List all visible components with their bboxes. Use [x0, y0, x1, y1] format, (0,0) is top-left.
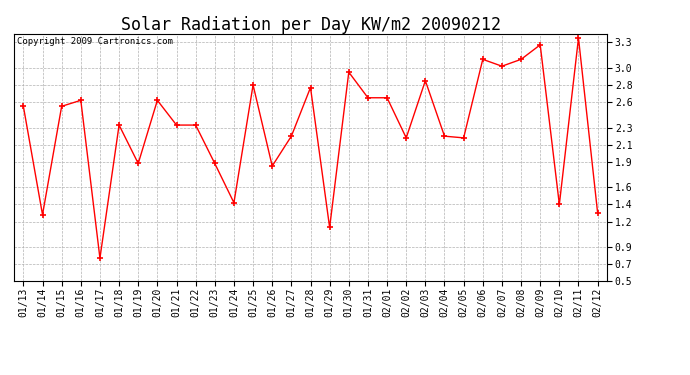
Text: Copyright 2009 Cartronics.com: Copyright 2009 Cartronics.com [17, 38, 172, 46]
Title: Solar Radiation per Day KW/m2 20090212: Solar Radiation per Day KW/m2 20090212 [121, 16, 500, 34]
